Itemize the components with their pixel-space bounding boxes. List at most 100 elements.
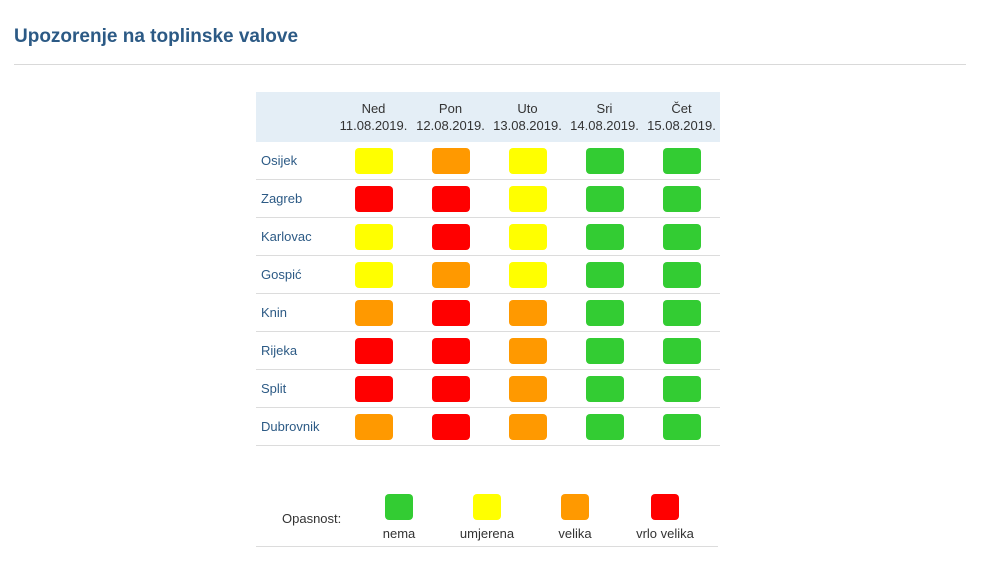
warning-cell — [412, 255, 489, 294]
warning-level-indicator — [431, 337, 470, 364]
heatwave-table: Ned 11.08.2019. Pon 12.08.2019. Uto 13.0… — [256, 92, 720, 446]
day-name: Sri — [596, 101, 613, 116]
city-name: Karlovac — [256, 217, 335, 256]
legend-swatch — [561, 494, 589, 520]
warning-cell — [412, 331, 489, 370]
city-name: Rijeka — [256, 331, 335, 370]
warning-cell — [643, 331, 720, 370]
day-date: 15.08.2019. — [647, 118, 716, 133]
warning-level-indicator — [662, 147, 701, 174]
warning-cell — [335, 407, 412, 446]
city-name: Dubrovnik — [256, 407, 335, 446]
warning-cell — [566, 217, 643, 256]
day-date: 12.08.2019. — [416, 118, 485, 133]
warning-cell — [566, 331, 643, 370]
legend-swatch — [473, 494, 501, 520]
warning-cell — [489, 179, 566, 218]
warning-cell — [335, 142, 412, 180]
table-row: Knin — [256, 293, 720, 332]
column-header-city — [256, 92, 335, 142]
warning-level-indicator — [354, 261, 393, 288]
warning-cell — [335, 217, 412, 256]
warning-level-indicator — [662, 261, 701, 288]
legend-item-nema: nema — [354, 494, 444, 541]
column-header-day: Pon 12.08.2019. — [412, 92, 489, 142]
warning-level-indicator — [585, 299, 624, 326]
warning-level-indicator — [354, 337, 393, 364]
warning-level-indicator — [354, 185, 393, 212]
warning-cell — [566, 407, 643, 446]
city-name: Knin — [256, 293, 335, 332]
warning-cell — [489, 255, 566, 294]
legend-item-vrlo-velika: vrlo velika — [620, 494, 710, 541]
day-name: Pon — [438, 101, 463, 116]
warning-cell — [412, 407, 489, 446]
warning-level-indicator — [431, 413, 470, 440]
warning-level-indicator — [585, 223, 624, 250]
warning-cell — [566, 179, 643, 218]
warning-level-indicator — [508, 375, 547, 402]
warning-level-indicator — [354, 147, 393, 174]
warning-level-indicator — [585, 375, 624, 402]
warning-level-indicator — [431, 223, 470, 250]
warning-cell — [335, 369, 412, 408]
warning-level-indicator — [585, 147, 624, 174]
table-row: Osijek — [256, 142, 720, 180]
warning-cell — [643, 369, 720, 408]
warning-level-indicator — [662, 337, 701, 364]
danger-legend: Opasnost: nema umjerena velika vrlo veli… — [256, 488, 718, 547]
warning-level-indicator — [585, 185, 624, 212]
column-header-day: Sri 14.08.2019. — [566, 92, 643, 142]
warning-level-indicator — [508, 147, 547, 174]
day-name: Ned — [361, 101, 386, 116]
warning-level-indicator — [431, 185, 470, 212]
warning-level-indicator — [354, 299, 393, 326]
table-row: Karlovac — [256, 217, 720, 256]
warning-cell — [489, 407, 566, 446]
warning-cell — [335, 331, 412, 370]
legend-label: vrlo velika — [636, 526, 694, 541]
legend-label: nema — [382, 526, 416, 541]
city-name: Split — [256, 369, 335, 408]
warning-cell — [643, 217, 720, 256]
warning-cell — [412, 217, 489, 256]
warning-cell — [335, 255, 412, 294]
table-header-row: Ned 11.08.2019. Pon 12.08.2019. Uto 13.0… — [256, 92, 720, 142]
warning-cell — [412, 142, 489, 180]
table-body: Osijek Zagreb Karlovac Gospić Knin Rijeka Spli… — [256, 142, 720, 446]
warning-cell — [566, 142, 643, 180]
warning-level-indicator — [431, 261, 470, 288]
warning-cell — [412, 293, 489, 332]
legend-swatch — [385, 494, 413, 520]
warning-cell — [489, 142, 566, 180]
warning-cell — [489, 217, 566, 256]
warning-cell — [489, 331, 566, 370]
warning-cell — [412, 179, 489, 218]
day-name: Čet — [671, 101, 692, 116]
warning-cell — [489, 369, 566, 408]
warning-cell — [566, 369, 643, 408]
warning-cell — [643, 255, 720, 294]
heatwave-table-container: Ned 11.08.2019. Pon 12.08.2019. Uto 13.0… — [256, 92, 720, 446]
warning-cell — [335, 293, 412, 332]
warning-level-indicator — [508, 261, 547, 288]
warning-cell — [643, 179, 720, 218]
warning-cell — [643, 293, 720, 332]
warning-cell — [566, 293, 643, 332]
warning-level-indicator — [354, 413, 393, 440]
warning-level-indicator — [508, 337, 547, 364]
warning-level-indicator — [585, 337, 624, 364]
warning-level-indicator — [354, 375, 393, 402]
warning-level-indicator — [662, 223, 701, 250]
table-row: Rijeka — [256, 331, 720, 370]
warning-level-indicator — [585, 413, 624, 440]
warning-level-indicator — [431, 299, 470, 326]
city-name: Zagreb — [256, 179, 335, 218]
warning-level-indicator — [508, 413, 547, 440]
warning-level-indicator — [662, 413, 701, 440]
warning-level-indicator — [508, 185, 547, 212]
page-title: Upozorenje na toplinske valove — [14, 26, 299, 47]
city-name: Gospić — [256, 255, 335, 294]
day-date: 14.08.2019. — [570, 118, 639, 133]
city-name: Osijek — [256, 142, 335, 180]
